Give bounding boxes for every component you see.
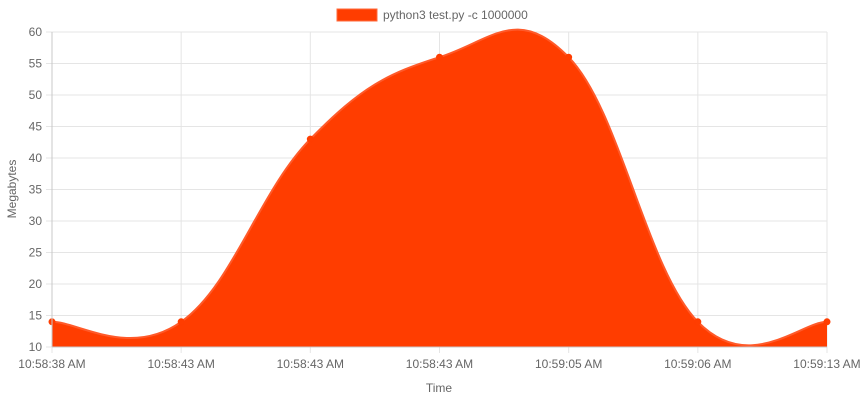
data-point[interactable]	[694, 318, 702, 326]
y-tick-label: 60	[29, 25, 43, 39]
y-tick-label: 25	[29, 246, 43, 260]
y-tick-label: 10	[29, 340, 43, 354]
y-tick-label: 35	[29, 183, 43, 197]
y-tick-label: 30	[29, 214, 43, 228]
data-point[interactable]	[565, 53, 573, 61]
axes: 10 15 20 25 30 35 40 45 50 55 60 10:58:38 AM 10:58:4…	[18, 25, 860, 371]
y-tick-label: 20	[29, 277, 43, 291]
x-tick-label: 10:59:13 AM	[793, 357, 860, 371]
y-tick-label: 15	[29, 309, 43, 323]
y-tick-label: 45	[29, 120, 43, 134]
y-tick-label: 40	[29, 151, 43, 165]
x-axis-title: Time	[426, 381, 453, 395]
x-tick-label: 10:58:38 AM	[18, 357, 85, 371]
y-tick-label: 55	[29, 57, 43, 71]
x-tick-label: 10:59:05 AM	[535, 357, 602, 371]
legend[interactable]: python3 test.py -c 1000000	[336, 8, 528, 22]
data-point[interactable]	[306, 135, 314, 143]
y-axis-title: Megabytes	[5, 160, 19, 219]
data-point[interactable]	[436, 53, 443, 61]
data-point[interactable]	[823, 318, 831, 326]
data-point[interactable]	[177, 318, 185, 326]
x-tick-label: 10:58:43 AM	[406, 357, 473, 371]
x-tick-label: 10:58:43 AM	[277, 357, 344, 371]
plot-area	[48, 28, 831, 347]
x-tick-label: 10:59:06 AM	[664, 357, 731, 371]
legend-swatch[interactable]	[336, 8, 378, 22]
x-tick-label: 10:58:43 AM	[147, 357, 214, 371]
legend-label[interactable]: python3 test.py -c 1000000	[383, 8, 528, 22]
series-area	[52, 29, 827, 347]
y-tick-label: 50	[29, 88, 43, 102]
